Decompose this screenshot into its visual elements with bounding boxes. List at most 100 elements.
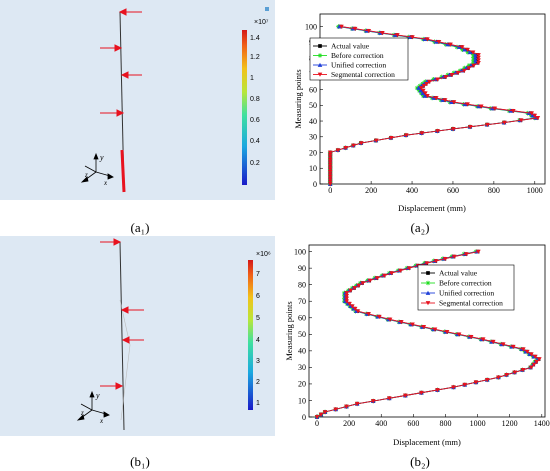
data-point <box>467 50 473 55</box>
data-point <box>471 52 476 58</box>
data-point <box>344 296 350 301</box>
data-point <box>327 167 333 172</box>
y-tick-label: 90 <box>298 264 306 273</box>
data-point <box>425 290 431 295</box>
data-point <box>380 31 385 36</box>
colorbar-tick: 5 <box>256 315 260 322</box>
arrow-head <box>121 336 130 344</box>
colorbar-tick: 6 <box>256 293 260 300</box>
data-point <box>336 24 342 29</box>
fem-panel-b1: y x z ×10⁶ 7 6 5 4 3 2 1 <box>0 236 275 436</box>
data-point <box>442 256 448 262</box>
data-point <box>534 360 540 365</box>
x-tick-label: 1200 <box>502 419 518 428</box>
data-point <box>535 116 541 121</box>
y-tick-label: 10 <box>309 164 317 173</box>
x-axis-label: Displacement (mm) <box>393 437 461 447</box>
y-tick-label: 0 <box>302 413 306 422</box>
data-point <box>485 122 490 128</box>
data-point <box>359 141 364 146</box>
data-point <box>327 150 333 155</box>
data-point <box>433 96 439 101</box>
data-point <box>531 362 537 367</box>
data-point <box>496 375 501 380</box>
data-point <box>354 401 360 407</box>
triad-label-z: z <box>84 171 88 179</box>
data-point <box>387 317 393 322</box>
data-point <box>327 174 333 180</box>
colorbar-tick: 1.2 <box>250 54 260 61</box>
data-point <box>352 286 358 291</box>
data-point <box>500 342 506 347</box>
data-point <box>471 57 476 63</box>
data-point <box>347 301 352 307</box>
data-point <box>318 44 322 48</box>
colorbar-tick: 0.8 <box>250 96 260 103</box>
colorbar-tick: 7 <box>256 271 260 278</box>
colorbar-tick: 2 <box>256 379 260 386</box>
arrow-head <box>115 382 124 390</box>
chart-b2: 0 200 400 600 800 1000 1200 1400 0 10 20 30 40 50 60 70… <box>284 244 550 447</box>
x-tick-label: 600 <box>447 186 459 195</box>
y-tick-label: 50 <box>309 101 317 110</box>
triad-label-x: x <box>103 179 108 187</box>
column-stress-highlight <box>120 149 126 193</box>
data-point <box>424 81 430 87</box>
data-point <box>366 312 371 317</box>
data-point <box>420 88 426 93</box>
triad-label-y: y <box>95 391 100 400</box>
data-point <box>464 252 469 257</box>
colorbar-tick: 4 <box>256 337 260 344</box>
y-tick-label: 0 <box>313 180 317 189</box>
data-point <box>399 320 404 325</box>
arrow-head <box>113 238 122 246</box>
data-point <box>426 271 430 275</box>
data-point <box>317 62 323 67</box>
legend-label: Segmental correction <box>331 70 395 79</box>
data-point <box>476 249 481 254</box>
y-tick-label: 30 <box>298 363 306 372</box>
data-point <box>433 259 439 264</box>
colorbar-exponent: ×10⁶ <box>256 251 271 258</box>
chart-a2: 020040060080010000102030405060708090100 … <box>293 13 546 213</box>
data-point <box>451 254 457 259</box>
colorbar-tick: 0.2 <box>250 160 260 167</box>
data-point <box>351 143 356 148</box>
series-group <box>327 24 541 187</box>
data-point <box>355 309 361 314</box>
data-point <box>466 63 472 68</box>
data-point <box>443 75 449 80</box>
data-point <box>343 145 349 151</box>
data-point <box>416 85 421 90</box>
data-point <box>418 90 424 96</box>
data-point <box>435 388 440 393</box>
data-point <box>344 404 349 409</box>
caption-b2: (b₂) <box>410 454 430 469</box>
data-point <box>423 79 428 84</box>
legend-label: Actual value <box>331 42 370 51</box>
caption-b1: (b₁) <box>130 454 150 469</box>
data-point <box>335 148 341 153</box>
data-point <box>404 133 409 138</box>
data-point <box>318 412 324 417</box>
data-point <box>435 129 440 134</box>
data-point <box>370 399 376 404</box>
x-tick-label: 800 <box>488 186 500 195</box>
arrow-head <box>114 44 123 52</box>
data-point <box>344 299 350 304</box>
data-point <box>478 104 484 109</box>
data-point <box>418 88 423 93</box>
data-point <box>510 108 516 114</box>
data-point <box>327 162 333 167</box>
data-point <box>461 68 467 73</box>
arrow-head <box>107 173 114 180</box>
x-tick-label: 200 <box>365 186 377 195</box>
data-point <box>451 100 457 105</box>
triad-diagonal <box>80 403 93 411</box>
colorbar-tick: 1 <box>256 400 260 407</box>
data-point <box>327 170 333 175</box>
data-point <box>410 322 415 327</box>
data-point <box>532 113 538 118</box>
